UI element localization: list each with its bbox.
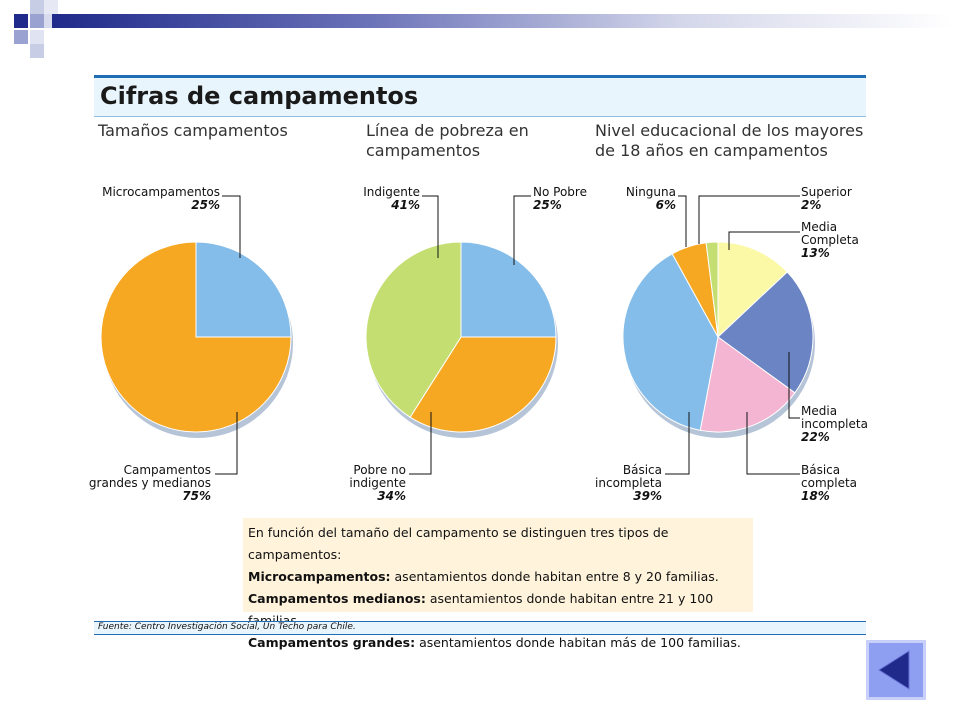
note-item: Campamentos grandes: asentamientos donde…: [248, 632, 748, 654]
slice-label: Ninguna: [626, 185, 676, 199]
leader-line: [728, 231, 800, 250]
section-title-line: Nivel educacional de los mayores: [595, 121, 864, 140]
slice-label: Pobre no: [353, 463, 406, 477]
slice-value: 6%: [656, 198, 676, 212]
slice-value: 39%: [633, 489, 662, 503]
source-bar: Fuente: Centro Investigación Social, Un …: [94, 621, 866, 635]
slice-label: Básica: [801, 463, 840, 477]
slice-label: Indigente: [363, 185, 420, 199]
slice-value: 75%: [182, 489, 211, 503]
section-title-education: Nivel educacional de los mayores de 18 a…: [595, 121, 863, 161]
note-intro: En función del tamaño del campamento se …: [248, 525, 669, 562]
slice-label: Superior: [801, 185, 852, 199]
decorative-square: [44, 0, 58, 14]
decorative-square: [30, 14, 44, 28]
pie-slice: [622, 253, 719, 431]
slice-label: No Pobre: [533, 185, 587, 199]
slice-label: completa: [801, 476, 857, 490]
section-title-line: de 18 años en campamentos: [595, 141, 828, 160]
decorative-square: [30, 0, 44, 14]
leader-line: [409, 412, 432, 475]
section-title-line: campamentos: [366, 141, 481, 160]
note-term: Campamentos grandes:: [248, 635, 416, 650]
leader-line: [422, 195, 439, 258]
slice-value: 34%: [377, 489, 406, 503]
leader-line: [665, 412, 690, 475]
pie-slice: [705, 241, 719, 338]
note-item: Microcampamentos: asentamientos donde ha…: [248, 566, 748, 588]
section-title-size: Tamaños campamentos: [98, 121, 288, 141]
slide-title: Cifras de campamentos: [100, 82, 419, 110]
note-term: Campamentos medianos:: [248, 591, 426, 606]
slice-label: indigente: [349, 476, 406, 490]
slice-label: Completa: [801, 233, 859, 247]
note-term: Microcampamentos:: [248, 569, 391, 584]
slice-label: incompleta: [801, 417, 868, 431]
slice-value: 25%: [533, 198, 562, 212]
leader-line: [678, 195, 687, 247]
back-button[interactable]: [866, 640, 926, 700]
pie-slice: [365, 241, 462, 418]
slice-label: Campamentos: [124, 463, 211, 477]
note-text: asentamientos donde habitan entre 8 y 20…: [390, 569, 719, 584]
decorative-square: [14, 14, 28, 28]
section-title-poverty: Línea de pobreza en campamentos: [366, 121, 529, 161]
slice-label: grandes y medianos: [89, 476, 211, 490]
leader-line: [698, 195, 800, 244]
section-title-line: Tamaños campamentos: [98, 121, 288, 140]
leader-line: [215, 412, 238, 475]
slice-value: 18%: [801, 489, 830, 503]
leader-line: [788, 352, 800, 419]
pie-slice: [195, 241, 292, 338]
definitions-note: En función del tamaño del campamento se …: [243, 518, 753, 650]
pie-slice: [460, 241, 557, 338]
slice-label: Media: [801, 404, 837, 418]
slice-label: Microcampamentos: [102, 185, 220, 199]
header-gradient-bar: [52, 14, 952, 28]
title-banner: Cifras de campamentos: [94, 75, 866, 117]
pie-slice: [699, 336, 796, 433]
triangle-left-icon: [878, 650, 910, 690]
leader-line: [746, 412, 800, 475]
decorative-square: [30, 30, 44, 44]
leader-line: [222, 195, 241, 258]
section-title-line: Línea de pobreza en: [366, 121, 529, 140]
slice-label: incompleta: [595, 476, 662, 490]
slice-label: Media: [801, 220, 837, 234]
slice-value: 13%: [801, 246, 830, 260]
slice-value: 41%: [390, 198, 420, 212]
leader-line: [513, 195, 531, 265]
decorative-square: [14, 30, 28, 44]
pie-slice: [717, 241, 788, 339]
note-text: asentamientos donde habitan más de 100 f…: [415, 635, 741, 650]
slice-label: Básica: [623, 463, 662, 477]
pie-slice: [100, 241, 292, 433]
slice-value: 22%: [801, 430, 830, 444]
decorative-square: [30, 44, 44, 58]
slice-value: 2%: [801, 198, 821, 212]
source-text: Fuente: Centro Investigación Social, Un …: [98, 622, 356, 632]
slice-value: 25%: [191, 198, 220, 212]
